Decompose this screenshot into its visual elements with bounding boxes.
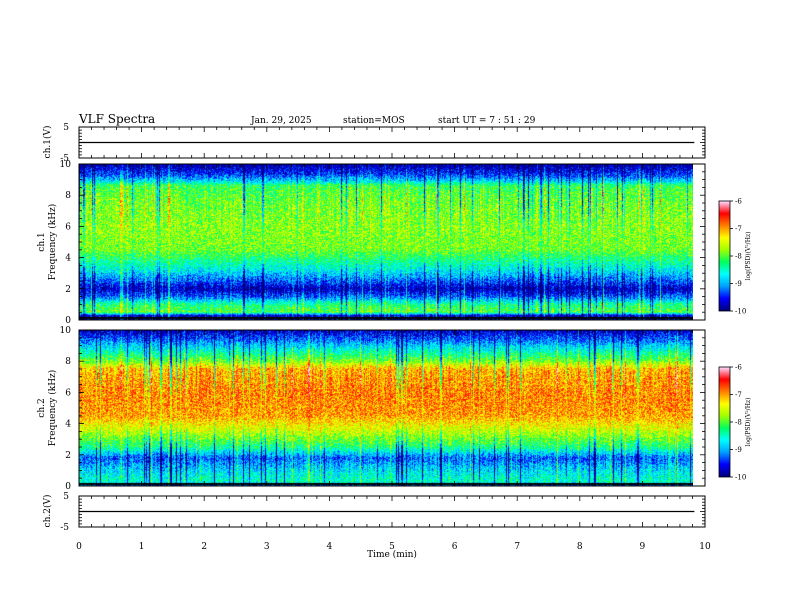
waveform-ch1-ytick-top: 5	[63, 123, 69, 133]
colorbar-tick-label: -10	[735, 474, 746, 482]
y-tick-label: 10	[60, 160, 72, 170]
start-ut-label: start UT = 7 : 51 : 29	[438, 116, 536, 126]
waveform-ch1-ylabel: ch.1(V)	[42, 126, 53, 159]
date-label: Jan. 29, 2025	[250, 116, 312, 126]
waveform-ch2-panel: 5 -5 ch.2(V)	[42, 492, 706, 533]
colorbar-tick-label: -7	[735, 391, 742, 399]
colorbar-tick-label: -7	[735, 225, 742, 233]
spectrogram-ch1-image-holder	[79, 164, 693, 320]
y-tick-label: 4	[65, 254, 71, 264]
x-tick-label: 9	[640, 542, 646, 552]
x-axis-label: Time (min)	[367, 549, 417, 560]
colorbar-ch1: -6 -7 -8 -9 -10 log(PSD)(V²/Hz)	[718, 198, 752, 316]
x-tick-label: 6	[452, 542, 458, 552]
y-tick-label: 0	[65, 316, 71, 326]
spectrogram-ch1-ylabel-channel: ch.1	[37, 232, 47, 251]
colorbar-tick-label: -6	[735, 198, 742, 206]
y-tick-label: 2	[65, 285, 71, 295]
spectrogram-ch1-panel: 0 2 4 6 8 10 ch.1 Frequency (kHz) -6 -7 -8 -9 -10…	[37, 160, 752, 326]
spectrogram-ch2-panel: 0 2 4 6 8 10 ch.2 Frequency (kHz) -6 -7 -8 -9 -10…	[37, 326, 752, 492]
x-tick-label: 3	[264, 542, 270, 552]
colorbar-tick-label: -9	[735, 280, 742, 288]
waveform-ch2-ylabel: ch.2(V)	[42, 495, 53, 528]
spectrogram-ch2-ylabel-frequency: Frequency (kHz)	[47, 370, 58, 447]
x-tick-label: 4	[327, 542, 333, 552]
colorbar-tick-label: -9	[735, 446, 742, 454]
x-tick-label: 10	[699, 542, 711, 552]
y-tick-label: 8	[65, 191, 71, 201]
y-tick-label: 6	[65, 222, 71, 232]
x-tick-label: 8	[577, 542, 583, 552]
colorbar-tick-label: -8	[735, 253, 742, 261]
waveform-ch1-ytick-bottom: -5	[60, 154, 69, 164]
waveform-ch2-ytick-bottom: -5	[60, 523, 69, 533]
spectrogram-ch1-canvas	[79, 164, 693, 320]
x-tick-label: 0	[76, 542, 82, 552]
waveform-ch1-panel: 5 -5 ch.1(V)	[42, 123, 706, 164]
spectrogram-ch2-ylabel-channel: ch.2	[37, 398, 47, 417]
spectrogram-ch2-image-holder	[79, 330, 693, 486]
y-tick-label: 6	[65, 388, 71, 398]
colorbar-ch1-label: log(PSD)(V²/Hz)	[745, 232, 752, 281]
y-tick-label: 2	[65, 451, 71, 461]
colorbar-tick-label: -10	[735, 308, 746, 316]
colorbar-ch2-holder	[719, 367, 730, 477]
y-tick-label: 0	[65, 482, 71, 492]
x-axis-tick-labels: 0 1 2 3 4 5 6 7 8 9 10	[76, 542, 711, 552]
colorbar-ch1-holder	[719, 201, 730, 311]
spectrogram-ch1-ylabel-frequency: Frequency (kHz)	[47, 204, 58, 281]
x-tick-label: 2	[201, 542, 207, 552]
colorbar-ch2-label: log(PSD)(V²/Hz)	[745, 398, 752, 447]
colorbar-tick-label: -8	[735, 419, 742, 427]
colorbar-ch2-canvas	[719, 367, 730, 477]
spectrogram-ch2-canvas	[79, 330, 693, 486]
y-tick-label: 4	[65, 420, 71, 430]
x-tick-label: 7	[514, 542, 520, 552]
y-tick-label: 8	[65, 357, 71, 367]
colorbar-ch2: -6 -7 -8 -9 -10 log(PSD)(V²/Hz)	[718, 364, 752, 482]
x-tick-label: 1	[139, 542, 145, 552]
y-tick-label: 10	[60, 326, 72, 336]
colorbar-tick-label: -6	[735, 364, 742, 372]
figure-title: VLF Spectra	[78, 112, 155, 126]
colorbar-ch1-canvas	[719, 201, 730, 311]
x-tick-label: 5	[389, 542, 395, 552]
station-label: station=MOS	[343, 116, 405, 126]
waveform-ch2-ytick-top: 5	[63, 492, 69, 502]
